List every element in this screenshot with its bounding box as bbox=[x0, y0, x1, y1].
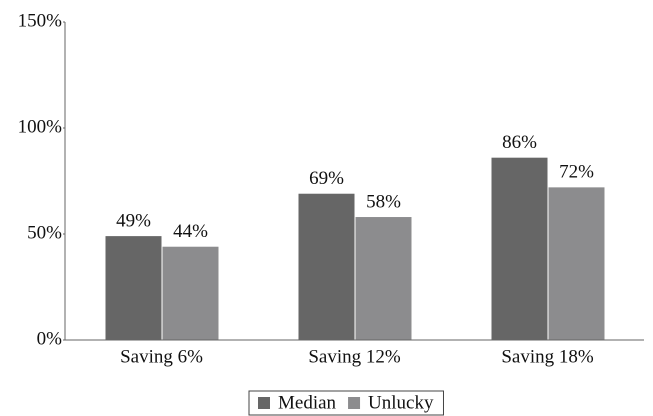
value-label: 69% bbox=[309, 168, 344, 189]
legend-swatch bbox=[258, 397, 270, 409]
x-tick-label: Saving 12% bbox=[308, 346, 401, 367]
legend-label: Median bbox=[278, 392, 337, 413]
x-tick-label: Saving 6% bbox=[120, 346, 203, 367]
bar bbox=[298, 193, 355, 340]
value-label: 86% bbox=[502, 132, 537, 153]
legend-swatch bbox=[348, 397, 361, 409]
x-tick-label: Saving 18% bbox=[501, 346, 594, 367]
bar bbox=[355, 217, 412, 340]
value-label: 58% bbox=[366, 191, 401, 212]
legend-box bbox=[248, 390, 444, 416]
y-tick-label: 150% bbox=[18, 10, 63, 31]
value-label: 44% bbox=[173, 221, 208, 242]
bar bbox=[491, 157, 548, 340]
value-label: 72% bbox=[559, 162, 594, 183]
bar bbox=[105, 236, 162, 340]
y-tick-label: 50% bbox=[27, 222, 62, 243]
legend-label: Unlucky bbox=[368, 392, 434, 413]
bar bbox=[548, 187, 605, 340]
bar bbox=[162, 246, 219, 340]
y-tick-label: 100% bbox=[18, 116, 63, 137]
y-tick-label: 0% bbox=[37, 328, 63, 349]
value-label: 49% bbox=[116, 210, 151, 231]
